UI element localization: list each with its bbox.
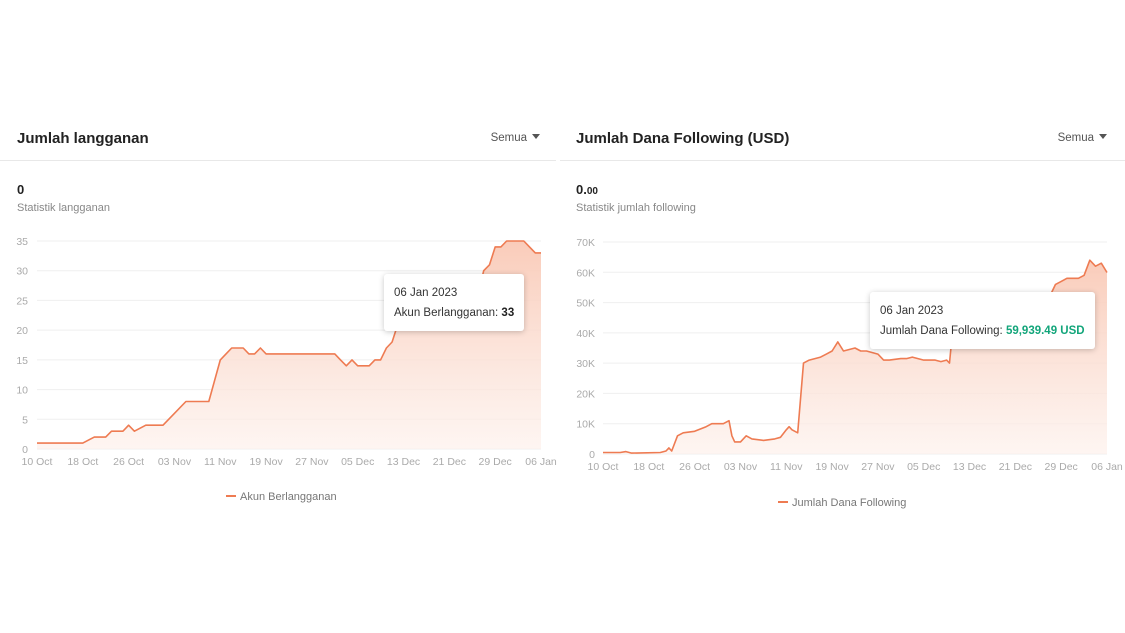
tooltip-value: 33 [501, 307, 515, 319]
chart-tooltip: 06 Jan 2023 Jumlah Dana Following: 59,93… [870, 292, 1095, 349]
total-value-decimal: 00 [586, 186, 598, 197]
x-tick-label: 10 Oct [588, 461, 619, 473]
following-fund-area-chart[interactable]: 0 10K 20K 30K 40K 50K 60K 70K 10 Oct 18 Oct 26 Oct… [560, 118, 1125, 518]
total-value-integer: 0. [576, 182, 587, 197]
y-tick-label: 30 [16, 266, 28, 278]
caret-down-icon [532, 134, 540, 140]
x-tick-label: 21 Dec [999, 461, 1032, 473]
y-tick-label: 60K [576, 267, 595, 279]
x-tick-label: 29 Dec [1045, 461, 1078, 473]
y-tick-label: 0 [22, 444, 28, 456]
y-tick-label: 30K [576, 358, 595, 370]
y-tick-label: 10K [576, 419, 595, 431]
y-tick-label: 5 [22, 414, 28, 426]
period-filter-dropdown[interactable]: Semua [1058, 132, 1107, 144]
x-tick-label: 21 Dec [433, 456, 466, 468]
period-filter-dropdown[interactable]: Semua [491, 132, 540, 144]
x-tick-label: 27 Nov [861, 461, 895, 473]
x-tick-label: 19 Nov [815, 461, 849, 473]
x-tick-label: 05 Dec [907, 461, 940, 473]
x-tick-label: 13 Dec [953, 461, 986, 473]
x-tick-label: 03 Nov [724, 461, 758, 473]
chart-tooltip: 06 Jan 2023 Akun Berlangganan: 33 [384, 274, 525, 331]
tooltip-label: Jumlah Dana Following: [880, 325, 1003, 337]
y-tick-label: 40K [576, 328, 595, 340]
series-area [37, 241, 541, 449]
legend-label: Jumlah Dana Following [792, 497, 907, 509]
following-fund-panel: Jumlah Dana Following (USD) Semua 0.00 S… [560, 118, 1125, 518]
legend-label: Akun Berlangganan [240, 491, 337, 503]
x-tick-label: 06 Jan [1091, 461, 1123, 473]
y-tick-label: 35 [16, 236, 28, 248]
tooltip-label: Akun Berlangganan: [394, 307, 499, 319]
x-tick-label: 19 Nov [249, 456, 283, 468]
y-tick-label: 20K [576, 388, 595, 400]
y-tick-label: 20 [16, 325, 28, 337]
tooltip-row: Akun Berlangganan: 33 [394, 303, 514, 323]
x-tick-label: 18 Oct [633, 461, 664, 473]
x-tick-label: 05 Dec [341, 456, 374, 468]
chart-legend[interactable]: Akun Berlangganan [226, 491, 337, 503]
panel-subtitle: Statistik langganan [17, 202, 110, 214]
x-tick-label: 11 Nov [770, 461, 803, 473]
legend-swatch [778, 501, 788, 504]
y-tick-label: 25 [16, 295, 28, 307]
panel-subtitle: Statistik jumlah following [576, 202, 696, 214]
x-tick-label: 06 Jan [525, 456, 557, 468]
panel-header: Jumlah Dana Following (USD) Semua [560, 118, 1125, 161]
panel-title: Jumlah Dana Following (USD) [576, 130, 790, 147]
tooltip-row: Jumlah Dana Following: 59,939.49 USD [880, 321, 1085, 341]
series-area [603, 260, 1107, 454]
x-tick-label: 26 Oct [113, 456, 144, 468]
y-tick-label: 15 [16, 355, 28, 367]
filter-label: Semua [1057, 132, 1094, 144]
tooltip-value: 59,939.49 USD [1005, 325, 1085, 337]
filter-label: Semua [490, 132, 527, 144]
subscription-count-panel: Jumlah langganan Semua 0 Statistik langg… [0, 118, 557, 518]
x-tick-label: 10 Oct [22, 456, 53, 468]
x-tick-label: 26 Oct [679, 461, 710, 473]
total-value: 0.00 [576, 182, 598, 197]
x-tick-label: 13 Dec [387, 456, 420, 468]
total-value-integer: 0 [17, 182, 25, 197]
x-tick-label: 29 Dec [479, 456, 512, 468]
x-tick-label: 27 Nov [295, 456, 329, 468]
x-tick-label: 03 Nov [158, 456, 192, 468]
y-tick-label: 0 [589, 449, 595, 461]
x-tick-label: 18 Oct [67, 456, 98, 468]
y-tick-label: 10 [16, 385, 28, 397]
chart-legend[interactable]: Jumlah Dana Following [778, 497, 906, 509]
y-tick-label: 50K [576, 298, 595, 310]
x-tick-label: 11 Nov [204, 456, 237, 468]
panel-title: Jumlah langganan [17, 130, 149, 147]
total-value: 0 [17, 182, 24, 197]
tooltip-date: 06 Jan 2023 [394, 287, 458, 299]
caret-down-icon [1099, 134, 1107, 140]
panel-header: Jumlah langganan Semua [0, 118, 556, 161]
tooltip-date: 06 Jan 2023 [880, 305, 944, 317]
legend-swatch [226, 495, 236, 498]
y-tick-label: 70K [576, 237, 595, 249]
